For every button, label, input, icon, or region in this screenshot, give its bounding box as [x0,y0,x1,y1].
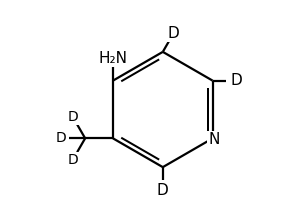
Text: D: D [168,26,179,41]
Text: D: D [157,183,169,198]
Text: D: D [230,73,242,88]
Text: N: N [208,132,220,147]
Text: D: D [55,131,66,145]
Text: D: D [68,153,78,167]
Text: H₂N: H₂N [98,51,128,66]
Text: D: D [68,110,78,124]
